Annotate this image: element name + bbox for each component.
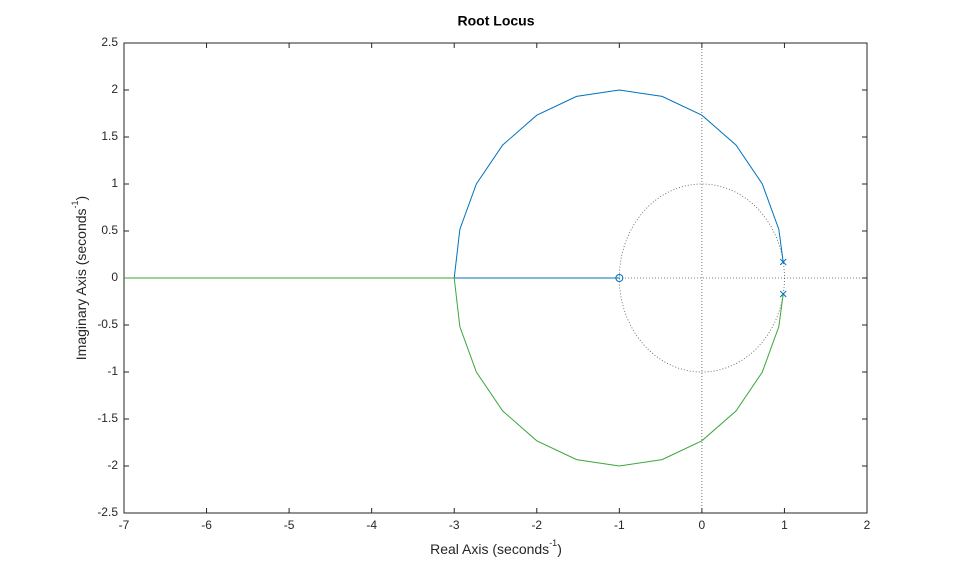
y-label-end: ) — [73, 196, 89, 201]
zero-marker — [615, 274, 624, 282]
y-tick-label: -2 — [107, 458, 118, 472]
y-label-sup: -1 — [70, 200, 80, 208]
y-tick-label: 2.5 — [101, 35, 118, 49]
y-label-text: Imaginary Axis (seconds — [73, 208, 89, 360]
locus-branch — [453, 89, 784, 279]
x-label-end: ) — [557, 541, 562, 557]
y-tick-label: -1.5 — [97, 411, 118, 425]
unit-circle — [618, 183, 785, 373]
x-tick-label: 1 — [781, 518, 788, 532]
x-tick-label: -1 — [614, 518, 625, 532]
x-tick-label: -4 — [366, 518, 377, 532]
x-tick-label: -5 — [284, 518, 295, 532]
y-tick-label: 1.5 — [101, 129, 118, 143]
chart-title: Root Locus — [458, 13, 535, 29]
pole-marker — [779, 290, 787, 298]
x-tick-label: -2 — [531, 518, 542, 532]
y-tick-label: 1 — [111, 176, 118, 190]
x-axis-label: Real Axis (seconds-1) — [430, 538, 562, 556]
x-tick-label: -3 — [449, 518, 460, 532]
locus-branch — [124, 277, 784, 467]
x-tick-label: -6 — [201, 518, 212, 532]
y-axis-label: Imaginary Axis (seconds-1) — [70, 196, 88, 360]
y-tick-label: 2 — [111, 82, 118, 96]
x-label-sup: -1 — [549, 538, 557, 548]
x-tick-label: 0 — [699, 518, 706, 532]
x-label-text: Real Axis (seconds — [430, 541, 549, 557]
y-tick-label: -0.5 — [97, 317, 118, 331]
pole-marker — [779, 258, 787, 266]
y-tick-label: -2.5 — [97, 505, 118, 519]
y-tick-label: 0.5 — [101, 223, 118, 237]
x-tick-label: 2 — [864, 518, 871, 532]
x-tick-label: -7 — [119, 518, 130, 532]
y-tick-label: 0 — [111, 270, 118, 284]
y-tick-label: -1 — [107, 364, 118, 378]
